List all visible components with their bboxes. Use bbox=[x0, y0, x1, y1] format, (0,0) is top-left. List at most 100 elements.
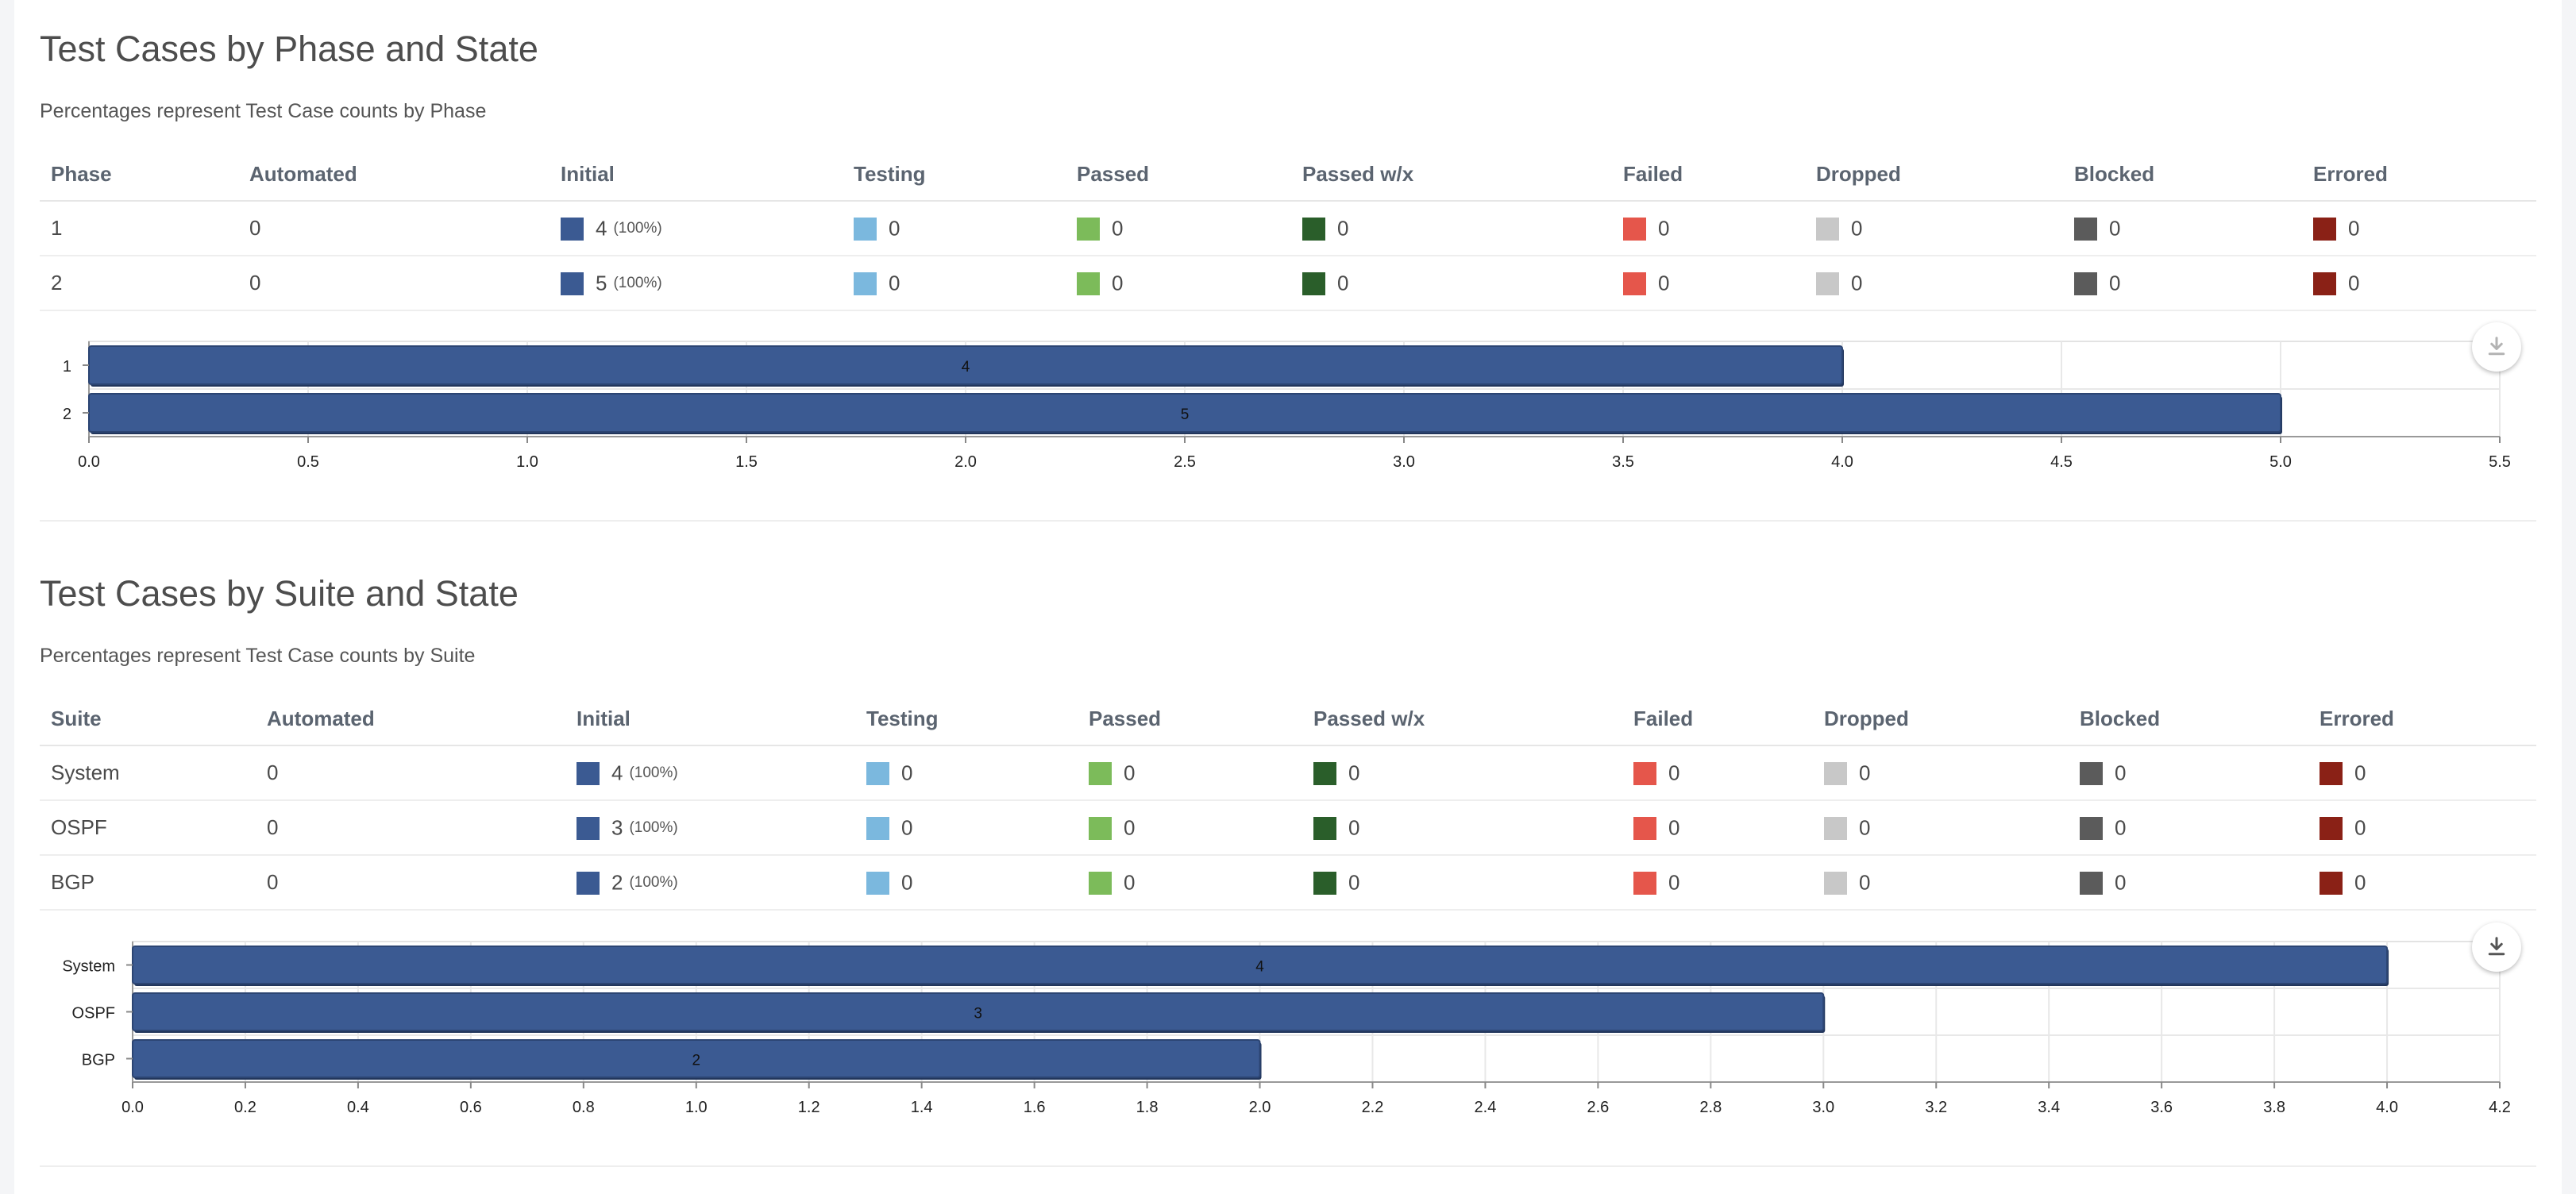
testing-cell[interactable]: 0 bbox=[855, 855, 1078, 911]
table-row: System 0 4 (100%) 0 0 0 0 0 0 0 bbox=[40, 745, 2536, 801]
testing-cell[interactable]: 0 bbox=[843, 201, 1066, 256]
column-header-dropped[interactable]: Dropped bbox=[1805, 148, 2063, 202]
blocked-swatch bbox=[2080, 816, 2103, 840]
errored-cell[interactable]: 0 bbox=[2308, 745, 2536, 801]
failed-cell[interactable]: 0 bbox=[1612, 256, 1805, 311]
testing-cell[interactable]: 0 bbox=[855, 800, 1078, 856]
passed-swatch bbox=[1089, 816, 1112, 840]
failed-cell[interactable]: 0 bbox=[1622, 855, 1813, 911]
testing-cell[interactable]: 0 bbox=[855, 745, 1078, 801]
initial-cell[interactable]: 2 (100%) bbox=[565, 855, 855, 911]
bar-data-label: 3 bbox=[974, 1006, 982, 1023]
initial-count: 3 bbox=[611, 815, 623, 840]
errored-cell[interactable]: 0 bbox=[2302, 256, 2536, 311]
passed-cell[interactable]: 0 bbox=[1066, 201, 1291, 256]
failed-cell[interactable]: 0 bbox=[1622, 745, 1813, 801]
errored-cell[interactable]: 0 bbox=[2302, 201, 2536, 256]
automated-count: 0 bbox=[238, 201, 550, 256]
failed-cell[interactable]: 0 bbox=[1612, 201, 1805, 256]
dropped-cell[interactable]: 0 bbox=[1813, 855, 2069, 911]
testing-swatch bbox=[866, 761, 889, 785]
passed-cell[interactable]: 0 bbox=[1066, 256, 1291, 311]
y-category-label: BGP bbox=[82, 1052, 115, 1069]
column-header-blocked[interactable]: Blocked bbox=[2069, 692, 2308, 746]
errored-cell[interactable]: 0 bbox=[2308, 800, 2536, 856]
testing-cell[interactable]: 0 bbox=[843, 256, 1066, 311]
table-row: OSPF 0 3 (100%) 0 0 0 0 0 0 0 bbox=[40, 800, 2536, 856]
column-header-passed-wx[interactable]: Passed w/x bbox=[1291, 148, 1612, 202]
passed-cell[interactable]: 0 bbox=[1078, 855, 1302, 911]
blocked-cell[interactable]: 0 bbox=[2063, 256, 2302, 311]
initial-swatch bbox=[561, 217, 584, 241]
passed-wx-cell[interactable]: 0 bbox=[1302, 855, 1622, 911]
errored-count: 0 bbox=[2354, 870, 2366, 895]
initial-count: 4 bbox=[596, 216, 607, 241]
errored-cell[interactable]: 0 bbox=[2308, 855, 2536, 911]
x-tick-label: 1.6 bbox=[1024, 1099, 1046, 1116]
initial-cell[interactable]: 4 (100%) bbox=[550, 201, 843, 256]
x-tick-label: 4.0 bbox=[1831, 453, 1853, 471]
passed-wx-count: 0 bbox=[1348, 761, 1360, 785]
x-tick-label: 4.2 bbox=[2489, 1099, 2511, 1116]
x-tick-label: 3.0 bbox=[1812, 1099, 1834, 1116]
passed-wx-cell[interactable]: 0 bbox=[1302, 745, 1622, 801]
column-header-automated[interactable]: Automated bbox=[256, 692, 565, 746]
passed-count: 0 bbox=[1112, 271, 1124, 295]
passed-wx-cell[interactable]: 0 bbox=[1302, 800, 1622, 856]
passed-cell[interactable]: 0 bbox=[1078, 745, 1302, 801]
column-header-initial[interactable]: Initial bbox=[550, 148, 843, 202]
column-header-failed[interactable]: Failed bbox=[1612, 148, 1805, 202]
column-header-passed-wx[interactable]: Passed w/x bbox=[1302, 692, 1622, 746]
column-header-phase[interactable]: Phase bbox=[40, 148, 238, 202]
dropped-cell[interactable]: 0 bbox=[1813, 800, 2069, 856]
bar-data-label: 2 bbox=[692, 1053, 700, 1069]
blocked-cell[interactable]: 0 bbox=[2069, 855, 2308, 911]
column-header-passed[interactable]: Passed bbox=[1066, 148, 1291, 202]
column-header-automated[interactable]: Automated bbox=[238, 148, 550, 202]
passed-wx-cell[interactable]: 0 bbox=[1291, 201, 1612, 256]
initial-cell[interactable]: 4 (100%) bbox=[565, 745, 855, 801]
dropped-cell[interactable]: 0 bbox=[1813, 745, 2069, 801]
dropped-count: 0 bbox=[1851, 271, 1863, 295]
x-tick-label: 0.2 bbox=[234, 1099, 256, 1116]
passed-wx-cell[interactable]: 0 bbox=[1291, 256, 1612, 311]
y-category-label: System bbox=[62, 958, 115, 976]
frame-edge-right bbox=[2562, 0, 2576, 1194]
blocked-swatch bbox=[2074, 217, 2097, 241]
failed-cell[interactable]: 0 bbox=[1622, 800, 1813, 856]
blocked-cell[interactable]: 0 bbox=[2069, 745, 2308, 801]
passed-cell[interactable]: 0 bbox=[1078, 800, 1302, 856]
initial-cell[interactable]: 3 (100%) bbox=[565, 800, 855, 856]
column-header-failed[interactable]: Failed bbox=[1622, 692, 1813, 746]
dropped-swatch bbox=[1816, 272, 1839, 295]
failed-count: 0 bbox=[1668, 761, 1680, 785]
section-title: Test Cases by Phase and State bbox=[40, 29, 538, 69]
x-tick-label: 0.4 bbox=[347, 1099, 369, 1116]
x-tick-label: 3.4 bbox=[2038, 1099, 2060, 1116]
column-header-blocked[interactable]: Blocked bbox=[2063, 148, 2302, 202]
column-header-dropped[interactable]: Dropped bbox=[1813, 692, 2069, 746]
testing-swatch bbox=[866, 871, 889, 895]
initial-percent: (100%) bbox=[629, 819, 678, 837]
column-header-errored[interactable]: Errored bbox=[2302, 148, 2536, 202]
download-chart-button[interactable] bbox=[2472, 322, 2521, 372]
testing-count: 0 bbox=[901, 870, 913, 895]
column-header-testing[interactable]: Testing bbox=[855, 692, 1078, 746]
suite-state-table: Suite Automated Initial Testing Passed P… bbox=[40, 692, 2536, 911]
dropped-cell[interactable]: 0 bbox=[1805, 201, 2063, 256]
x-tick-label: 0.5 bbox=[297, 453, 319, 471]
blocked-cell[interactable]: 0 bbox=[2069, 800, 2308, 856]
initial-cell[interactable]: 5 (100%) bbox=[550, 256, 843, 311]
x-tick-label: 1.0 bbox=[685, 1099, 708, 1116]
blocked-cell[interactable]: 0 bbox=[2063, 201, 2302, 256]
column-header-testing[interactable]: Testing bbox=[843, 148, 1066, 202]
x-tick-label: 1.4 bbox=[911, 1099, 933, 1116]
column-header-passed[interactable]: Passed bbox=[1078, 692, 1302, 746]
dropped-cell[interactable]: 0 bbox=[1805, 256, 2063, 311]
passed-count: 0 bbox=[1112, 216, 1124, 241]
column-header-initial[interactable]: Initial bbox=[565, 692, 855, 746]
column-header-errored[interactable]: Errored bbox=[2308, 692, 2536, 746]
x-tick-label: 2.0 bbox=[1249, 1099, 1271, 1116]
column-header-suite[interactable]: Suite bbox=[40, 692, 256, 746]
download-chart-button[interactable] bbox=[2472, 922, 2521, 972]
